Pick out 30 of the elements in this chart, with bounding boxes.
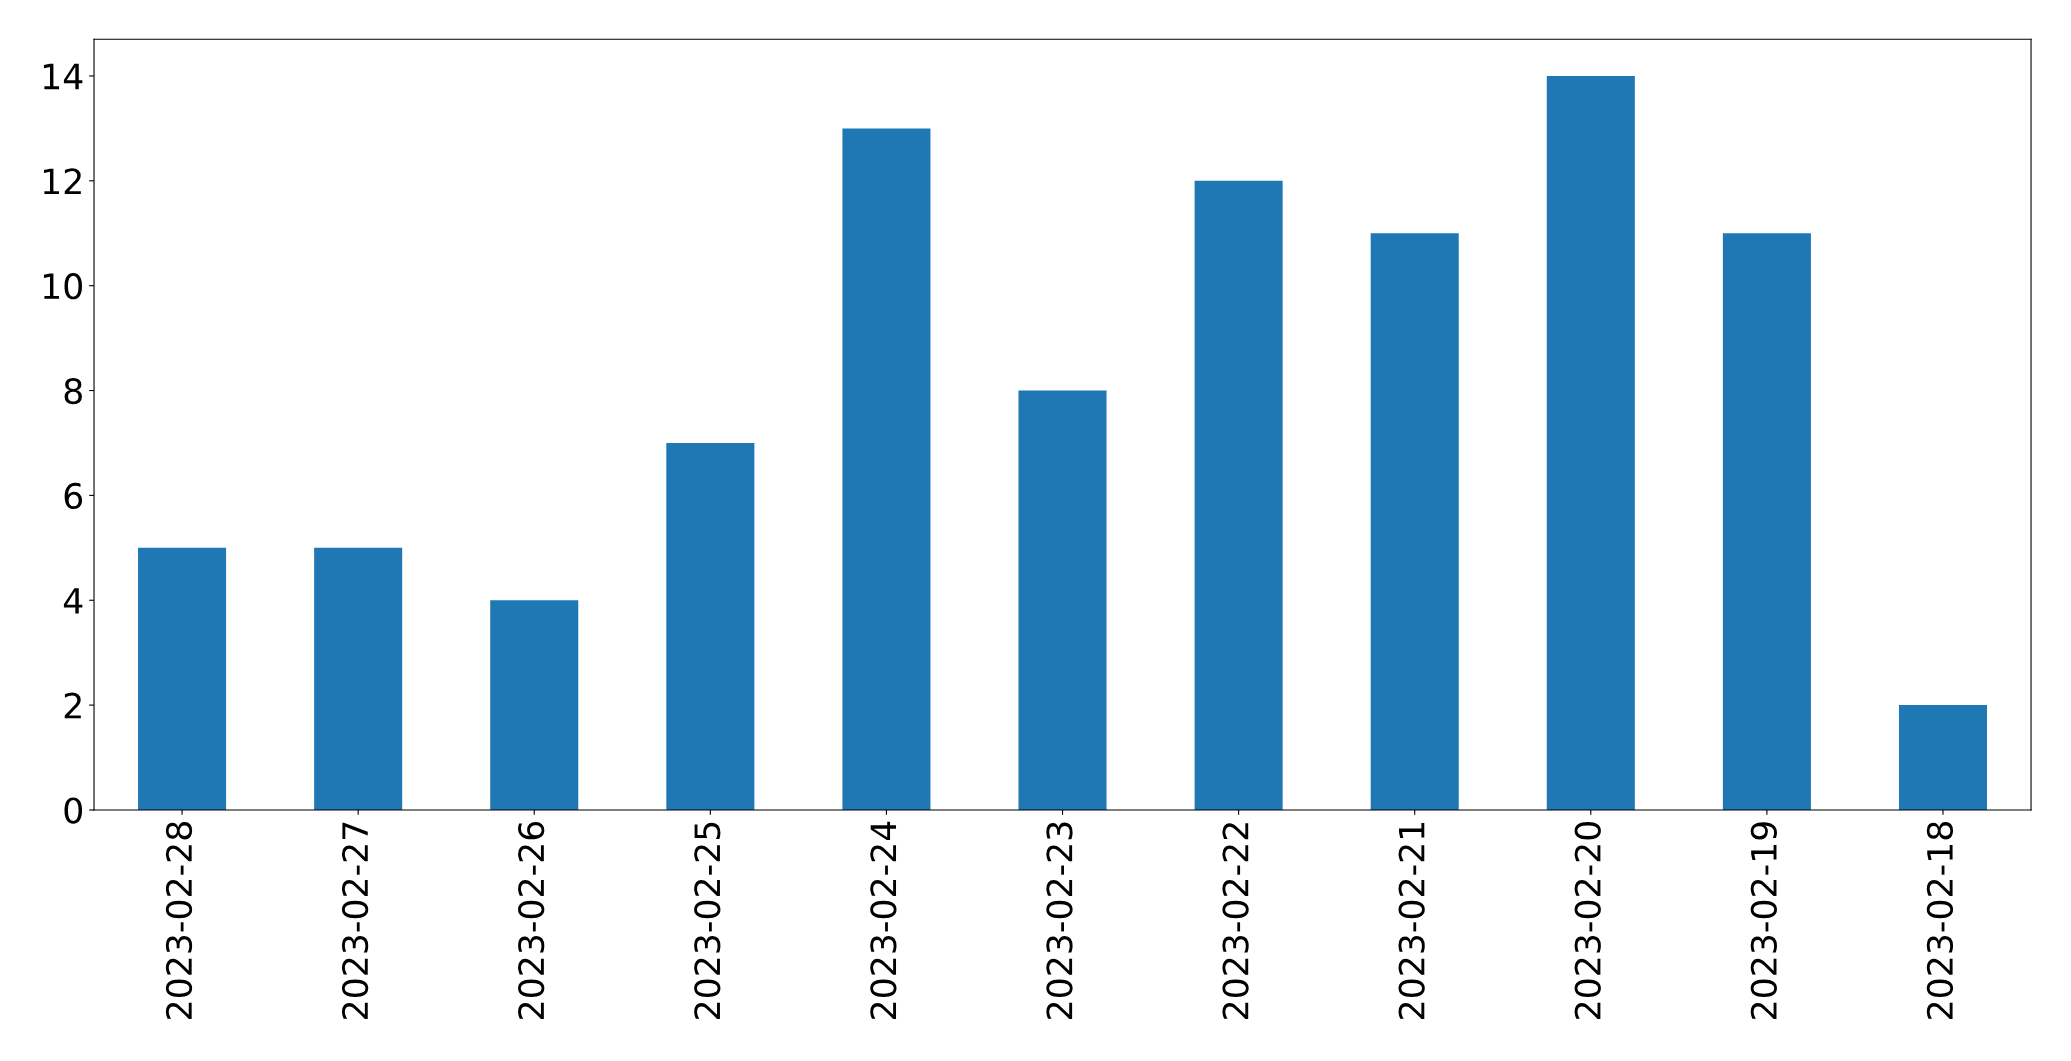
x-tick-label: 2023-02-21 [1398,822,1425,1019]
bar [314,547,403,810]
bar [1546,75,1635,810]
y-tick-label: 12 [43,168,81,195]
x-tick-label: 2023-02-28 [165,822,193,1019]
bar [1370,233,1459,810]
x-tick-label: 2023-02-23 [1046,822,1073,1019]
y-tick-label: 2 [64,692,81,719]
x-tick-label: 2023-02-26 [518,821,545,1019]
bar [1018,390,1107,810]
x-tick-label: 2023-02-18 [1926,822,1954,1019]
bar [1898,705,1988,810]
y-tick-label: 0 [64,797,82,824]
y-tick-label: 6 [64,482,83,510]
bar [842,128,931,810]
x-tick-label: 2023-02-25 [694,822,721,1019]
x-tick-label: 2023-02-22 [1222,823,1249,1019]
x-tick-label: 2023-02-24 [870,821,897,1019]
bar [1194,180,1283,810]
bar [490,600,579,810]
x-tick-label: 2023-02-20 [1574,822,1601,1019]
x-tick-label: 2023-02-19 [1750,822,1777,1019]
y-tick-label: 4 [63,588,83,614]
bar [138,547,227,810]
bar [666,442,755,810]
y-tick-label: 14 [43,63,83,90]
bar [1722,233,1811,810]
y-tick-label: 8 [64,377,82,405]
y-tick-label: 10 [43,273,82,300]
x-tick-label: 2023-02-27 [341,822,369,1019]
